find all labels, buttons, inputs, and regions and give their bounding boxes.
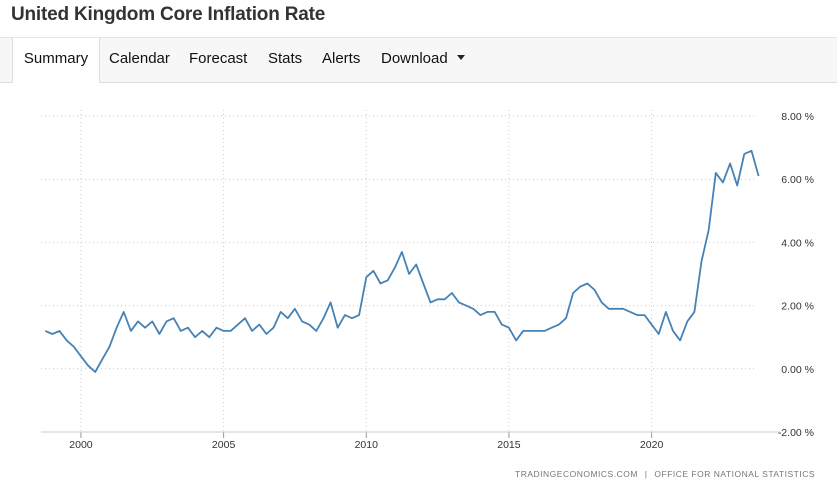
- caret-down-icon: [456, 54, 465, 60]
- tab-summary[interactable]: Summary: [12, 38, 100, 83]
- series-line-core-inflation[interactable]: [44, 149, 760, 373]
- x-tick-label: 2010: [355, 439, 379, 451]
- tab-calendar[interactable]: Calendar: [109, 50, 170, 67]
- tab-bar: Summary Calendar Forecast Stats Alerts D…: [0, 37, 837, 83]
- tab-forecast[interactable]: Forecast: [189, 50, 248, 67]
- inflation-chart: 8.00 % 6.00 % 4.00 % 2.00 % 0.00 % -2.00 % 200…: [41, 110, 814, 451]
- tab-stats[interactable]: Stats: [268, 50, 303, 67]
- source-ons[interactable]: OFFICE FOR NATIONAL STATISTICS: [654, 469, 815, 479]
- y-tick-label: 8.00 %: [781, 111, 814, 123]
- x-tick-label: 2020: [640, 439, 664, 451]
- y-tick-label: -2.00 %: [778, 427, 814, 439]
- y-tick-label: 0.00 %: [781, 364, 814, 376]
- page-title: United Kingdom Core Inflation Rate: [11, 4, 326, 25]
- y-tick-label: 4.00 %: [781, 237, 814, 249]
- x-tick-label: 2000: [69, 439, 93, 451]
- source-separator: |: [644, 469, 648, 479]
- source-tradingeconomics[interactable]: TRADINGECONOMICS.COM: [515, 469, 638, 479]
- y-tick-label: 2.00 %: [781, 301, 814, 313]
- source-credit: TRADINGECONOMICS.COM | OFFICE FOR NATION…: [515, 469, 815, 479]
- x-tick-label: 2005: [212, 439, 236, 451]
- y-tick-label: 6.00 %: [781, 174, 814, 186]
- tab-download-label: Download: [381, 50, 448, 67]
- tab-download[interactable]: Download: [381, 38, 465, 82]
- tab-alerts[interactable]: Alerts: [322, 50, 361, 67]
- x-tick-label: 2015: [497, 439, 521, 451]
